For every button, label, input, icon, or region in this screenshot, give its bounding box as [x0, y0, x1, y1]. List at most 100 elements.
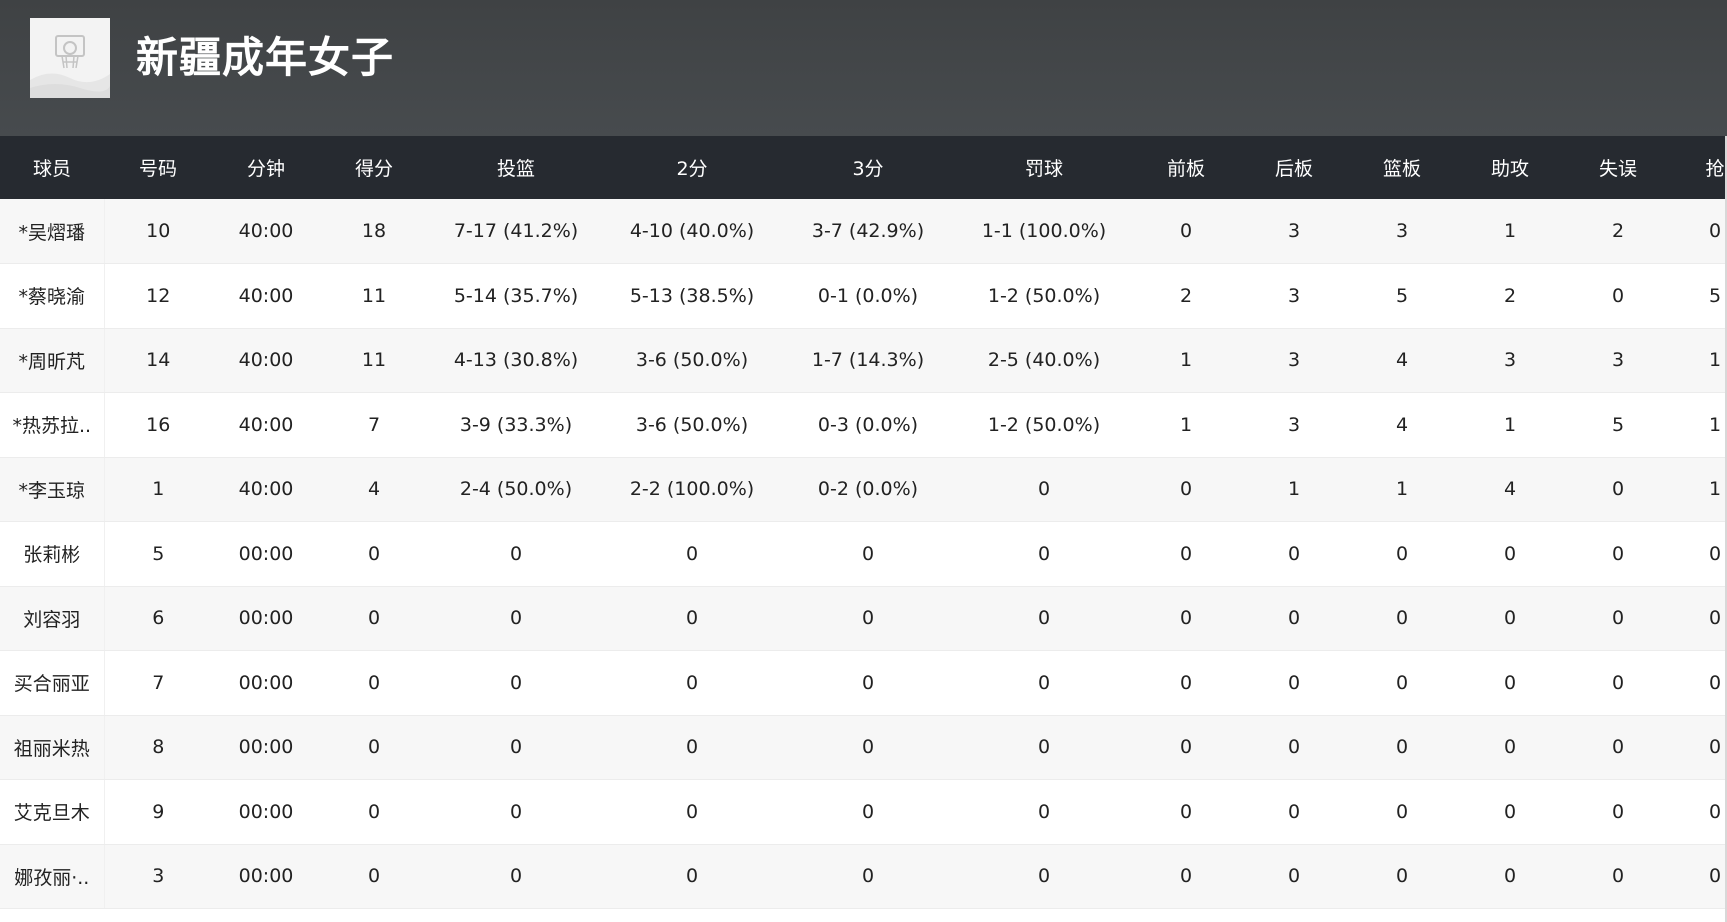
jersey-number-cell: 1 [104, 457, 212, 522]
table-row[interactable]: 艾克旦木 9 00:00 0 0 0 0 0 0 0 0 0 0 0 [0, 779, 1727, 845]
player-name-cell[interactable]: *李玉琼 [0, 457, 105, 522]
minutes-cell: 00:00 [212, 586, 320, 651]
player-name-cell[interactable]: *吴熠璠 [0, 199, 105, 264]
rebounds-cell: 1 [1348, 457, 1456, 522]
column-header-steals[interactable]: 抢 [1705, 158, 1725, 180]
column-header-number[interactable]: 号码 [138, 158, 177, 180]
rebounds-cell: 0 [1348, 779, 1456, 845]
minutes-cell: 00:00 [212, 844, 320, 909]
steals-cell: 0 [1672, 199, 1727, 264]
column-header-points[interactable]: 得分 [354, 158, 393, 180]
free-throws-cell: 0 [956, 779, 1132, 845]
table-row[interactable]: *吴熠璠 10 40:00 18 7-17 (41.2%) 4-10 (40.0%) 3-7… [0, 199, 1727, 264]
minutes-cell: 40:00 [212, 199, 320, 264]
table-row[interactable]: 刘容羽 6 00:00 0 0 0 0 0 0 0 0 0 0 0 [0, 586, 1727, 651]
column-header-player[interactable]: 球员 [32, 158, 71, 180]
rebounds-cell: 5 [1348, 263, 1456, 329]
horizontal-scroll-edge [1725, 136, 1727, 922]
two-pointers-cell: 5-13 (38.5%) [604, 263, 780, 329]
player-name-cell[interactable]: 张莉彬 [0, 521, 105, 587]
jersey-number-cell: 12 [104, 263, 212, 329]
table-row[interactable]: 买合丽亚 7 00:00 0 0 0 0 0 0 0 0 0 0 0 [0, 650, 1727, 716]
field-goals-cell: 5-14 (35.7%) [428, 263, 604, 329]
table-row[interactable]: 张莉彬 5 00:00 0 0 0 0 0 0 0 0 0 0 0 [0, 521, 1727, 587]
table-row[interactable]: *李玉琼 1 40:00 4 2-4 (50.0%) 2-2 (100.0%) 0-2 (0… [0, 457, 1727, 522]
stats-table-container[interactable]: 球员 号码 分钟 得分 投篮 2分 3分 罚球 前板 后板 篮板 助攻 失误 抢… [0, 136, 1727, 922]
column-header-two-pointers[interactable]: 2分 [676, 158, 708, 180]
table-row[interactable]: *热苏拉.. 16 40:00 7 3-9 (33.3%) 3-6 (50.0%) 0-3 … [0, 392, 1727, 458]
column-header-minutes[interactable]: 分钟 [246, 158, 285, 180]
rebounds-cell: 0 [1348, 650, 1456, 716]
field-goals-cell: 2-4 (50.0%) [428, 457, 604, 522]
table-row[interactable]: *蔡晓渝 12 40:00 11 5-14 (35.7%) 5-13 (38.5%) 0-1… [0, 263, 1727, 329]
points-cell: 0 [320, 779, 428, 845]
steals-cell: 5 [1672, 263, 1727, 329]
table-row[interactable]: *周昕芃 14 40:00 11 4-13 (30.8%) 3-6 (50.0%) 1-7 … [0, 328, 1727, 393]
player-name-cell[interactable]: 祖丽米热 [0, 715, 105, 780]
column-header-rebounds[interactable]: 篮板 [1382, 158, 1421, 180]
offensive-rebounds-cell: 0 [1132, 521, 1240, 587]
column-header-free-throws[interactable]: 罚球 [1024, 158, 1063, 180]
minutes-cell: 00:00 [212, 650, 320, 716]
three-pointers-cell: 3-7 (42.9%) [780, 199, 956, 264]
turnovers-cell: 5 [1564, 392, 1672, 458]
player-name-cell[interactable]: 买合丽亚 [0, 650, 105, 716]
free-throws-cell: 0 [956, 715, 1132, 780]
column-header-turnovers[interactable]: 失误 [1598, 158, 1637, 180]
table-row[interactable]: 娜孜丽·.. 3 00:00 0 0 0 0 0 0 0 0 0 0 0 [0, 844, 1727, 909]
free-throws-cell: 1-2 (50.0%) [956, 263, 1132, 329]
player-name-cell[interactable]: 刘容羽 [0, 586, 105, 651]
points-cell: 0 [320, 715, 428, 780]
steals-cell: 1 [1672, 457, 1727, 522]
defensive-rebounds-cell: 0 [1240, 715, 1348, 780]
assists-cell: 0 [1456, 779, 1564, 845]
points-cell: 7 [320, 392, 428, 458]
two-pointers-cell: 0 [604, 586, 780, 651]
jersey-number-cell: 7 [104, 650, 212, 716]
minutes-cell: 00:00 [212, 715, 320, 780]
turnovers-cell: 0 [1564, 844, 1672, 909]
offensive-rebounds-cell: 1 [1132, 328, 1240, 393]
rebounds-cell: 3 [1348, 199, 1456, 264]
table-row[interactable]: 祖丽米热 8 00:00 0 0 0 0 0 0 0 0 0 0 0 [0, 715, 1727, 780]
assists-cell: 0 [1456, 715, 1564, 780]
turnovers-cell: 3 [1564, 328, 1672, 393]
free-throws-cell: 1-1 (100.0%) [956, 199, 1132, 264]
minutes-cell: 00:00 [212, 779, 320, 845]
table-header-row: 球员 号码 分钟 得分 投篮 2分 3分 罚球 前板 后板 篮板 助攻 失误 抢 [0, 136, 1727, 199]
field-goals-cell: 4-13 (30.8%) [428, 328, 604, 393]
points-cell: 11 [320, 328, 428, 393]
field-goals-cell: 0 [428, 650, 604, 716]
player-name-cell[interactable]: *热苏拉.. [0, 392, 105, 458]
assists-cell: 2 [1456, 263, 1564, 329]
points-cell: 18 [320, 199, 428, 264]
turnovers-cell: 2 [1564, 199, 1672, 264]
steals-cell: 0 [1672, 650, 1727, 716]
defensive-rebounds-cell: 3 [1240, 392, 1348, 458]
assists-cell: 0 [1456, 650, 1564, 716]
column-header-three-pointers[interactable]: 3分 [852, 158, 884, 180]
player-name-cell[interactable]: *周昕芃 [0, 328, 105, 393]
defensive-rebounds-cell: 0 [1240, 521, 1348, 587]
rebounds-cell: 4 [1348, 328, 1456, 393]
player-name-cell[interactable]: *蔡晓渝 [0, 263, 105, 329]
offensive-rebounds-cell: 0 [1132, 844, 1240, 909]
points-cell: 11 [320, 263, 428, 329]
player-name-cell[interactable]: 艾克旦木 [0, 779, 105, 845]
free-throws-cell: 0 [956, 650, 1132, 716]
column-header-defensive-rebounds[interactable]: 后板 [1274, 158, 1313, 180]
jersey-number-cell: 14 [104, 328, 212, 393]
field-goals-cell: 0 [428, 521, 604, 587]
rebounds-cell: 0 [1348, 715, 1456, 780]
column-header-assists[interactable]: 助攻 [1490, 158, 1529, 180]
rebounds-cell: 0 [1348, 586, 1456, 651]
field-goals-cell: 0 [428, 586, 604, 651]
column-header-offensive-rebounds[interactable]: 前板 [1166, 158, 1205, 180]
two-pointers-cell: 0 [604, 715, 780, 780]
player-name-cell[interactable]: 娜孜丽·.. [0, 844, 105, 909]
box-score-table: 球员 号码 分钟 得分 投篮 2分 3分 罚球 前板 后板 篮板 助攻 失误 抢… [0, 136, 1727, 909]
defensive-rebounds-cell: 1 [1240, 457, 1348, 522]
defensive-rebounds-cell: 0 [1240, 586, 1348, 651]
column-header-field-goals[interactable]: 投篮 [496, 158, 535, 180]
